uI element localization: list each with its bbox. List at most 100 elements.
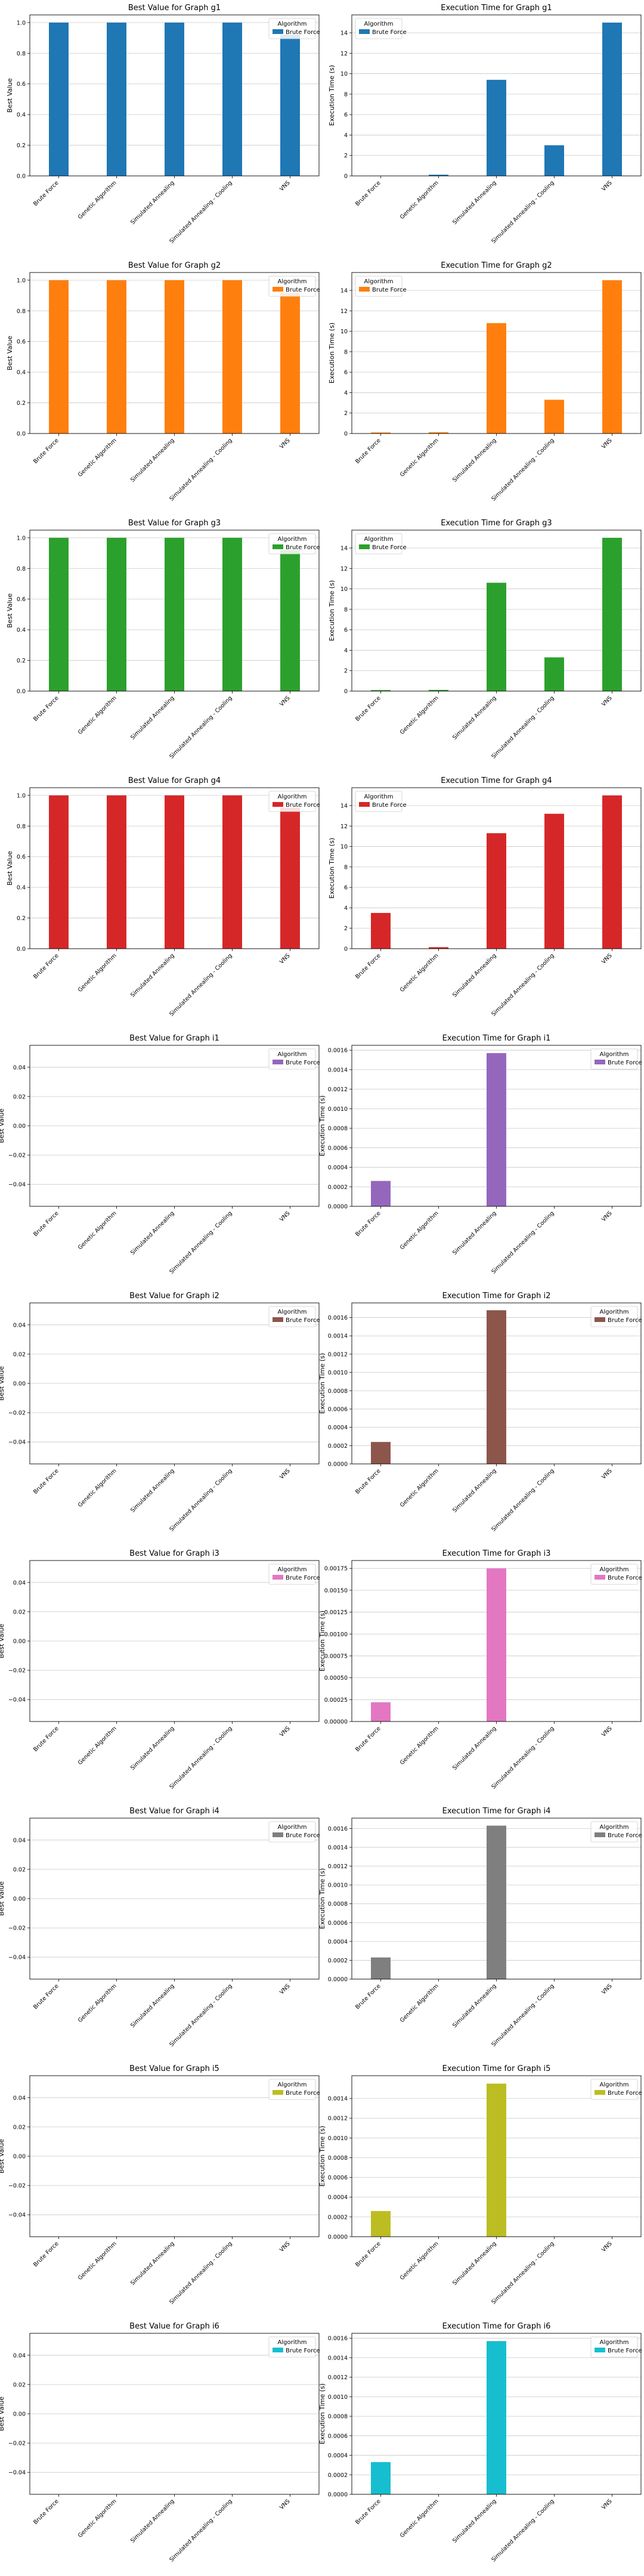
x-tick-label: Simulated Annealing - Cooling: [168, 952, 233, 1017]
chart-16: Execution Time for Graph i4 0.0000 0.0002 0…: [318, 1807, 642, 2048]
legend-swatch: [273, 1317, 283, 1322]
x-tick-label: Simulated Annealing: [129, 2498, 175, 2544]
y-tick-label: 0.0008: [328, 1901, 348, 1908]
y-tick-label: 0.0006: [328, 1145, 348, 1151]
y-tick-label: 4: [344, 132, 348, 139]
bar-simulated-annealing-cooling: [544, 657, 564, 691]
y-tick-label: 0.4: [17, 627, 26, 634]
legend-swatch: [595, 1060, 605, 1064]
legend-entry: Brute Force: [372, 544, 407, 551]
legend-swatch: [273, 1060, 283, 1064]
y-tick-label: 0.0012: [328, 1086, 348, 1093]
y-tick-label: 0.0012: [328, 2116, 348, 2122]
y-tick-label: 0.8: [17, 566, 26, 572]
y-tick-label: 0.0014: [328, 2096, 348, 2103]
y-tick-label: 10: [340, 329, 348, 335]
x-tick-label: Genetic Algorithm: [77, 179, 118, 221]
x-tick-label: VNS: [278, 1983, 292, 1996]
legend-entry: Brute Force: [608, 1317, 642, 1324]
y-tick-label: 0.0014: [328, 1844, 348, 1851]
y-tick-label: 14: [340, 546, 348, 552]
x-tick-label: Brute Force: [32, 1983, 60, 2011]
x-tick-label: Simulated Annealing - Cooling: [490, 1210, 555, 1275]
bar-vns: [602, 22, 622, 176]
x-tick-label: Brute Force: [354, 437, 382, 465]
y-tick-label: 0.0000: [328, 1462, 348, 1468]
legend: Algorithm Brute Force: [355, 18, 407, 39]
x-tick-label: Simulated Annealing: [129, 1983, 175, 2029]
x-tick-label: Brute Force: [32, 437, 60, 465]
legend-entry: Brute Force: [286, 1832, 320, 1839]
x-tick-label: VNS: [278, 437, 292, 450]
x-tick-label: Simulated Annealing - Cooling: [490, 695, 555, 760]
y-tick-label: 0.02: [13, 1094, 26, 1100]
axes-frame: [29, 1045, 320, 1207]
x-tick-label: Simulated Annealing: [129, 437, 175, 483]
y-tick-label: 0: [344, 946, 348, 953]
y-tick-label: 0.0010: [328, 1370, 348, 1376]
bar-vns: [280, 292, 300, 434]
y-tick-label: 6: [344, 885, 348, 891]
x-tick-label: Simulated Annealing: [451, 179, 497, 225]
bar-brute-force: [371, 913, 391, 949]
legend: Algorithm Brute Force: [268, 2079, 320, 2100]
y-tick-label: 0: [344, 431, 348, 438]
y-tick-label: 0.0006: [328, 2175, 348, 2181]
x-tick-label: Genetic Algorithm: [399, 1210, 440, 1251]
y-tick-label: 0.0004: [328, 1425, 348, 1431]
y-tick-label: 14: [340, 288, 348, 295]
y-tick-label: 0.4: [17, 370, 26, 376]
x-tick-label: Simulated Annealing - Cooling: [168, 179, 233, 244]
chart-title: Execution Time for Graph i6: [442, 2322, 551, 2331]
bar-genetic-algorithm: [107, 795, 126, 949]
legend-entry: Brute Force: [286, 802, 320, 809]
y-tick-label: 0.02: [13, 1609, 26, 1615]
y-tick-label: 4: [344, 905, 348, 912]
legend-title: Algorithm: [364, 278, 394, 285]
legend-title: Algorithm: [600, 2339, 629, 2346]
bar-genetic-algorithm: [429, 689, 448, 691]
chart-title: Best Value for Graph i6: [129, 2322, 219, 2331]
bar-vns: [602, 537, 622, 691]
legend-swatch: [273, 287, 283, 292]
chart-11: Best Value for Graph i2 −0.04 −0.02 0.00 0.0…: [0, 1292, 320, 1533]
y-tick-label: 0.0002: [328, 1443, 348, 1450]
y-tick-label: 6: [344, 370, 348, 376]
axes-frame: [351, 787, 642, 949]
x-tick-label: Simulated Annealing: [451, 2240, 497, 2286]
axes-frame: [29, 2333, 320, 2495]
y-tick-label: 1.0: [17, 20, 26, 26]
bar-simulated-annealing: [165, 22, 184, 176]
y-tick-label: 0: [344, 174, 348, 180]
chart-13: Best Value for Graph i3 −0.04 −0.02 0.00 0.0…: [0, 1549, 320, 1791]
x-tick-label: Simulated Annealing: [129, 952, 175, 998]
chart-7: Best Value for Graph g4 0.0 0.2 0.4 0.6 0.8 1.…: [6, 776, 320, 1018]
legend-swatch: [273, 1832, 283, 1837]
y-tick-label: 0.0014: [328, 2355, 348, 2361]
y-tick-label: 10: [340, 71, 348, 78]
x-tick-label: Simulated Annealing - Cooling: [490, 437, 555, 502]
y-tick-label: 0.00: [13, 1381, 26, 1388]
bar-simulated-annealing: [487, 1825, 506, 1979]
bar-simulated-annealing: [487, 1310, 506, 1464]
y-tick-label: 0.0014: [328, 1067, 348, 1073]
x-tick-label: Simulated Annealing - Cooling: [490, 179, 555, 244]
legend-swatch: [273, 2090, 283, 2095]
bar-brute-force: [49, 537, 69, 691]
chart-title: Execution Time for Graph i3: [442, 1549, 551, 1558]
y-tick-label: 0.8: [17, 823, 26, 830]
y-tick-label: 0.00025: [324, 1697, 348, 1704]
y-tick-label: 12: [340, 51, 348, 57]
y-axis-label: Best Value: [0, 1881, 5, 1916]
chart-title: Execution Time for Graph g2: [441, 261, 552, 270]
x-tick-label: Simulated Annealing: [451, 1725, 497, 1771]
x-tick-label: Simulated Annealing - Cooling: [168, 1725, 233, 1790]
bar-brute-force: [49, 280, 69, 434]
x-tick-label: VNS: [600, 952, 614, 965]
y-tick-label: −0.02: [8, 2441, 26, 2447]
bar-brute-force: [371, 1702, 391, 1722]
x-tick-label: Genetic Algorithm: [399, 2240, 440, 2281]
y-axis-label: Execution Time (s): [318, 1095, 326, 1156]
y-tick-label: 0.2: [17, 400, 26, 407]
